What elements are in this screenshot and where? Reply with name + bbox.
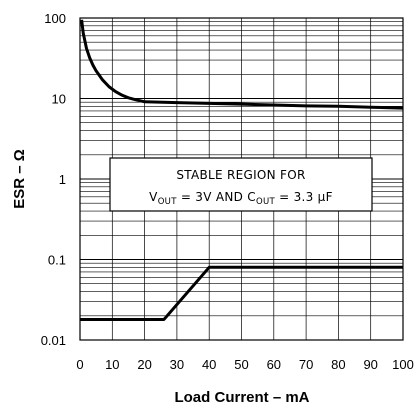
cout-subscript: OUT (256, 197, 276, 207)
annotation-line-1: STABLE REGION FOR (176, 168, 305, 182)
vout-value: = 3V AND C (177, 190, 256, 204)
y-tick-label: 10 (52, 92, 66, 107)
y-axis-title: ESR – Ω (11, 149, 28, 209)
x-tick-label: 0 (76, 357, 83, 372)
y-tick-label: 100 (44, 11, 66, 26)
annotation-box-frame (109, 157, 373, 212)
x-tick-label: 50 (234, 357, 248, 372)
annotation-box: STABLE REGION FOR VOUT = 3V AND COUT = 3… (109, 157, 373, 212)
plot-frame (79, 17, 404, 341)
x-tick-label: 80 (331, 357, 345, 372)
x-tick-label: 60 (267, 357, 281, 372)
cout-value: = 3.3 μF (275, 190, 333, 204)
x-tick-label: 90 (363, 357, 377, 372)
vout-subscript: OUT (158, 197, 178, 207)
x-tick-label: 70 (299, 357, 313, 372)
series-group (80, 19, 404, 321)
x-tick-label: 40 (202, 357, 216, 372)
x-tick-label: 100 (392, 357, 414, 372)
y-tick-label: 1 (59, 172, 66, 187)
lower-esr-boundary-line (80, 265, 403, 321)
x-axis-title: Load Current – mA (174, 389, 309, 406)
x-tick-label: 20 (137, 357, 151, 372)
annotation-line-2: VOUT = 3V AND COUT = 3.3 μF (149, 190, 333, 207)
x-tick-label: 30 (170, 357, 184, 372)
x-tick-labels: 0 10 20 30 40 50 60 70 80 90 100 (76, 357, 413, 372)
upper-esr-boundary-line (80, 19, 404, 110)
vout-symbol: V (149, 190, 158, 204)
y-tick-label: 0.1 (48, 253, 66, 268)
y-tick-label: 0.01 (41, 333, 66, 348)
x-tick-label: 10 (105, 357, 119, 372)
y-tick-labels: 100 10 1 0.1 0.01 (41, 11, 66, 348)
